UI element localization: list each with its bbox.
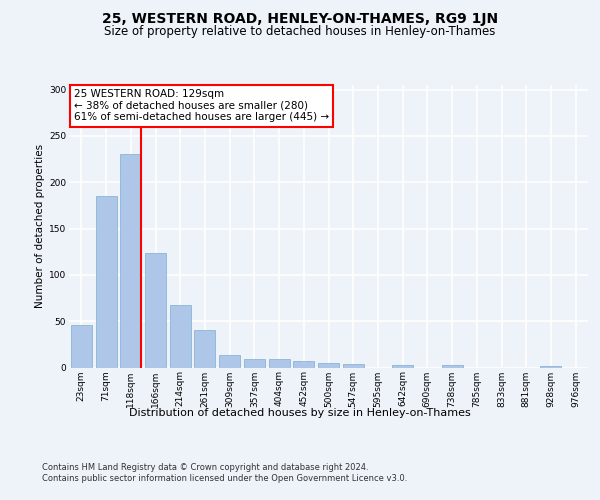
Bar	[95, 196, 116, 368]
Bar	[293, 361, 314, 368]
Bar	[392, 364, 413, 368]
Bar	[318, 363, 339, 368]
Text: Distribution of detached houses by size in Henley-on-Thames: Distribution of detached houses by size …	[129, 408, 471, 418]
Bar	[145, 252, 166, 368]
Text: Contains HM Land Registry data © Crown copyright and database right 2024.: Contains HM Land Registry data © Crown c…	[42, 462, 368, 471]
Bar	[120, 154, 141, 368]
Bar	[170, 306, 191, 368]
Bar	[194, 330, 215, 368]
Bar	[442, 364, 463, 368]
Y-axis label: Number of detached properties: Number of detached properties	[35, 144, 45, 308]
Bar	[244, 359, 265, 368]
Bar	[71, 325, 92, 368]
Text: 25, WESTERN ROAD, HENLEY-ON-THAMES, RG9 1JN: 25, WESTERN ROAD, HENLEY-ON-THAMES, RG9 …	[102, 12, 498, 26]
Bar	[343, 364, 364, 368]
Bar	[269, 359, 290, 368]
Bar	[541, 366, 562, 368]
Text: Size of property relative to detached houses in Henley-on-Thames: Size of property relative to detached ho…	[104, 25, 496, 38]
Text: 25 WESTERN ROAD: 129sqm
← 38% of detached houses are smaller (280)
61% of semi-d: 25 WESTERN ROAD: 129sqm ← 38% of detache…	[74, 89, 329, 122]
Bar	[219, 354, 240, 368]
Text: Contains public sector information licensed under the Open Government Licence v3: Contains public sector information licen…	[42, 474, 407, 483]
